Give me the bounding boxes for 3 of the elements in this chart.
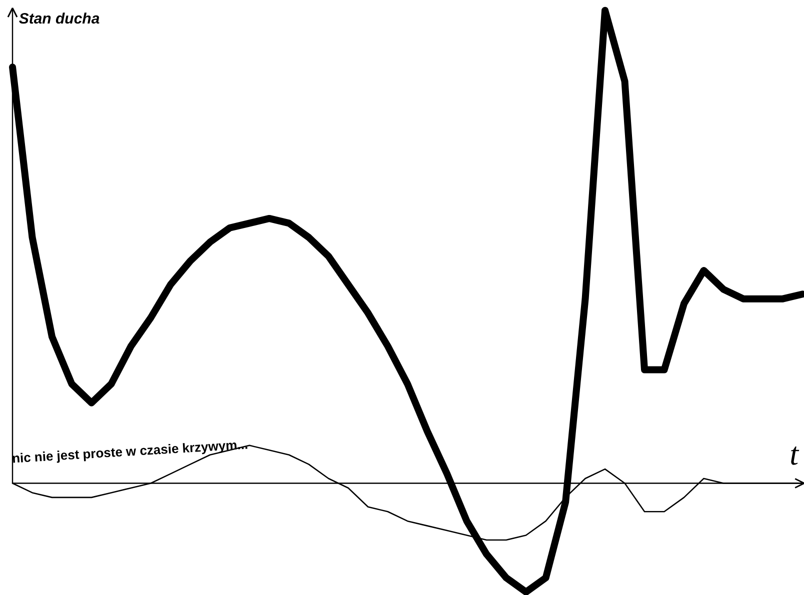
x-axis-title: t — [790, 436, 800, 472]
y-axis-title: Stan ducha — [18, 10, 100, 28]
annotation: nic nie jest proste w czasie krzywym... — [12, 436, 248, 466]
